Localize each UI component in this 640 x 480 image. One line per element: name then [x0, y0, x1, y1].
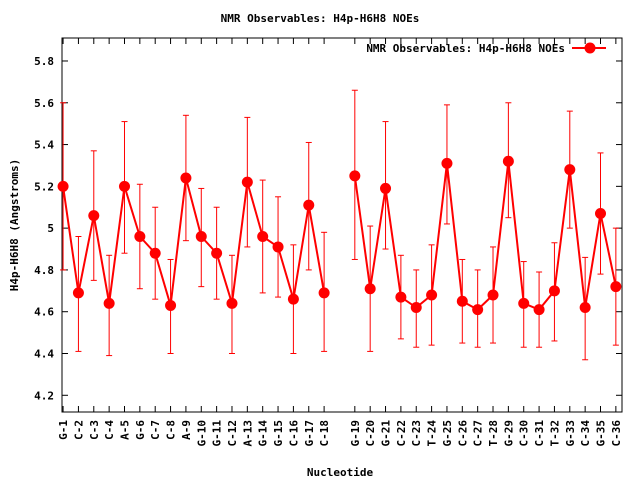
x-tick-label: C-2: [72, 420, 85, 440]
x-tick-label: G-29: [502, 420, 515, 447]
x-tick-label: A-9: [180, 420, 193, 440]
x-tick-label: T-32: [548, 420, 561, 447]
series-line-segment-1: [62, 177, 326, 306]
x-tick-label: G-25: [441, 420, 454, 447]
x-tick-label: C-34: [579, 420, 592, 447]
x-tick-label: C-16: [287, 420, 300, 447]
y-tick-label: 4.4: [34, 347, 54, 360]
x-tick-label: T-24: [426, 420, 439, 447]
data-point: [241, 176, 253, 188]
x-tick-label: C-12: [226, 420, 239, 447]
y-tick-label: 5.2: [34, 180, 54, 193]
x-tick-label: C-22: [395, 420, 408, 447]
data-point: [149, 247, 161, 259]
data-point: [180, 172, 192, 184]
data-point: [165, 299, 177, 311]
data-point: [88, 210, 100, 222]
x-tick-label: G-10: [195, 420, 208, 447]
x-axis-label: Nucleotide: [307, 466, 374, 479]
y-tick-label: 5.8: [34, 55, 54, 68]
data-point: [410, 302, 422, 314]
data-point: [426, 289, 438, 301]
data-point: [226, 297, 238, 309]
y-tick-label: 5.6: [34, 97, 54, 110]
legend-label: NMR Observables: H4p-H6H8 NOEs: [366, 42, 565, 55]
data-point: [395, 291, 407, 303]
x-tick-label: C-26: [456, 420, 469, 447]
data-point: [533, 304, 545, 316]
data-point: [579, 302, 591, 314]
data-point: [118, 180, 130, 192]
data-point: [564, 164, 576, 176]
data-point: [487, 289, 499, 301]
data-point: [303, 199, 315, 211]
data-point: [57, 180, 69, 192]
x-tick-label: T-28: [487, 420, 500, 447]
x-tick-label: C-36: [610, 420, 623, 447]
x-tick-label: C-3: [88, 420, 101, 440]
x-tick-label: G-6: [134, 420, 147, 440]
y-tick-label: 5: [47, 222, 54, 235]
x-tick-label: C-7: [149, 420, 162, 440]
plot-frame: [61, 37, 623, 413]
x-tick-label: A-5: [118, 420, 131, 440]
x-tick-label: C-27: [472, 420, 485, 447]
y-tick-label: 5.4: [34, 139, 54, 152]
data-point: [472, 304, 484, 316]
x-tick-label: C-20: [364, 420, 377, 447]
data-point: [349, 170, 361, 182]
data-point: [287, 293, 299, 305]
data-point: [502, 155, 514, 167]
x-tick-label: C-30: [518, 420, 531, 447]
data-point: [364, 283, 376, 295]
y-tick-label: 4.8: [34, 264, 54, 277]
x-tick-label: C-18: [318, 420, 331, 447]
data-point: [103, 297, 115, 309]
y-axis-label: H4p-H6H8 (Angstroms): [8, 159, 21, 291]
x-tick-label: G-17: [303, 420, 316, 447]
data-point: [441, 157, 453, 169]
x-tick-label: A-13: [241, 420, 254, 447]
legend: NMR Observables: H4p-H6H8 NOEs: [366, 42, 606, 55]
data-point: [595, 208, 607, 220]
x-tick-label: C-4: [103, 420, 116, 440]
x-tick-label: C-31: [533, 420, 546, 447]
data-point: [195, 230, 207, 242]
data-point: [211, 247, 223, 259]
x-tick-label: G-14: [257, 420, 270, 447]
data-point: [318, 287, 330, 299]
x-tick-label: C-8: [165, 420, 178, 440]
y-tick-label: 4.2: [34, 389, 54, 402]
series-line-segment-2: [353, 161, 617, 311]
x-tick-label: G-21: [380, 420, 393, 447]
x-tick-label: G-33: [564, 420, 577, 447]
x-tick-label: G-19: [349, 420, 362, 447]
data-point: [518, 297, 530, 309]
x-tick-label: G-35: [595, 420, 608, 447]
x-tick-label: G-15: [272, 420, 285, 447]
data-point: [548, 285, 560, 297]
y-tick-label: 4.6: [34, 306, 54, 319]
data-point: [134, 230, 146, 242]
data-point: [72, 287, 84, 299]
data-point: [610, 281, 622, 293]
data-point: [456, 295, 468, 307]
data-point: [272, 241, 284, 253]
data-point: [257, 230, 269, 242]
x-tick-label: G-11: [211, 420, 224, 447]
data-point: [380, 182, 392, 194]
x-tick-label: G-1: [57, 420, 70, 440]
chart-title: NMR Observables: H4p-H6H8 NOEs: [221, 12, 420, 25]
legend-marker: [584, 42, 596, 54]
x-tick-label: C-23: [410, 420, 423, 447]
